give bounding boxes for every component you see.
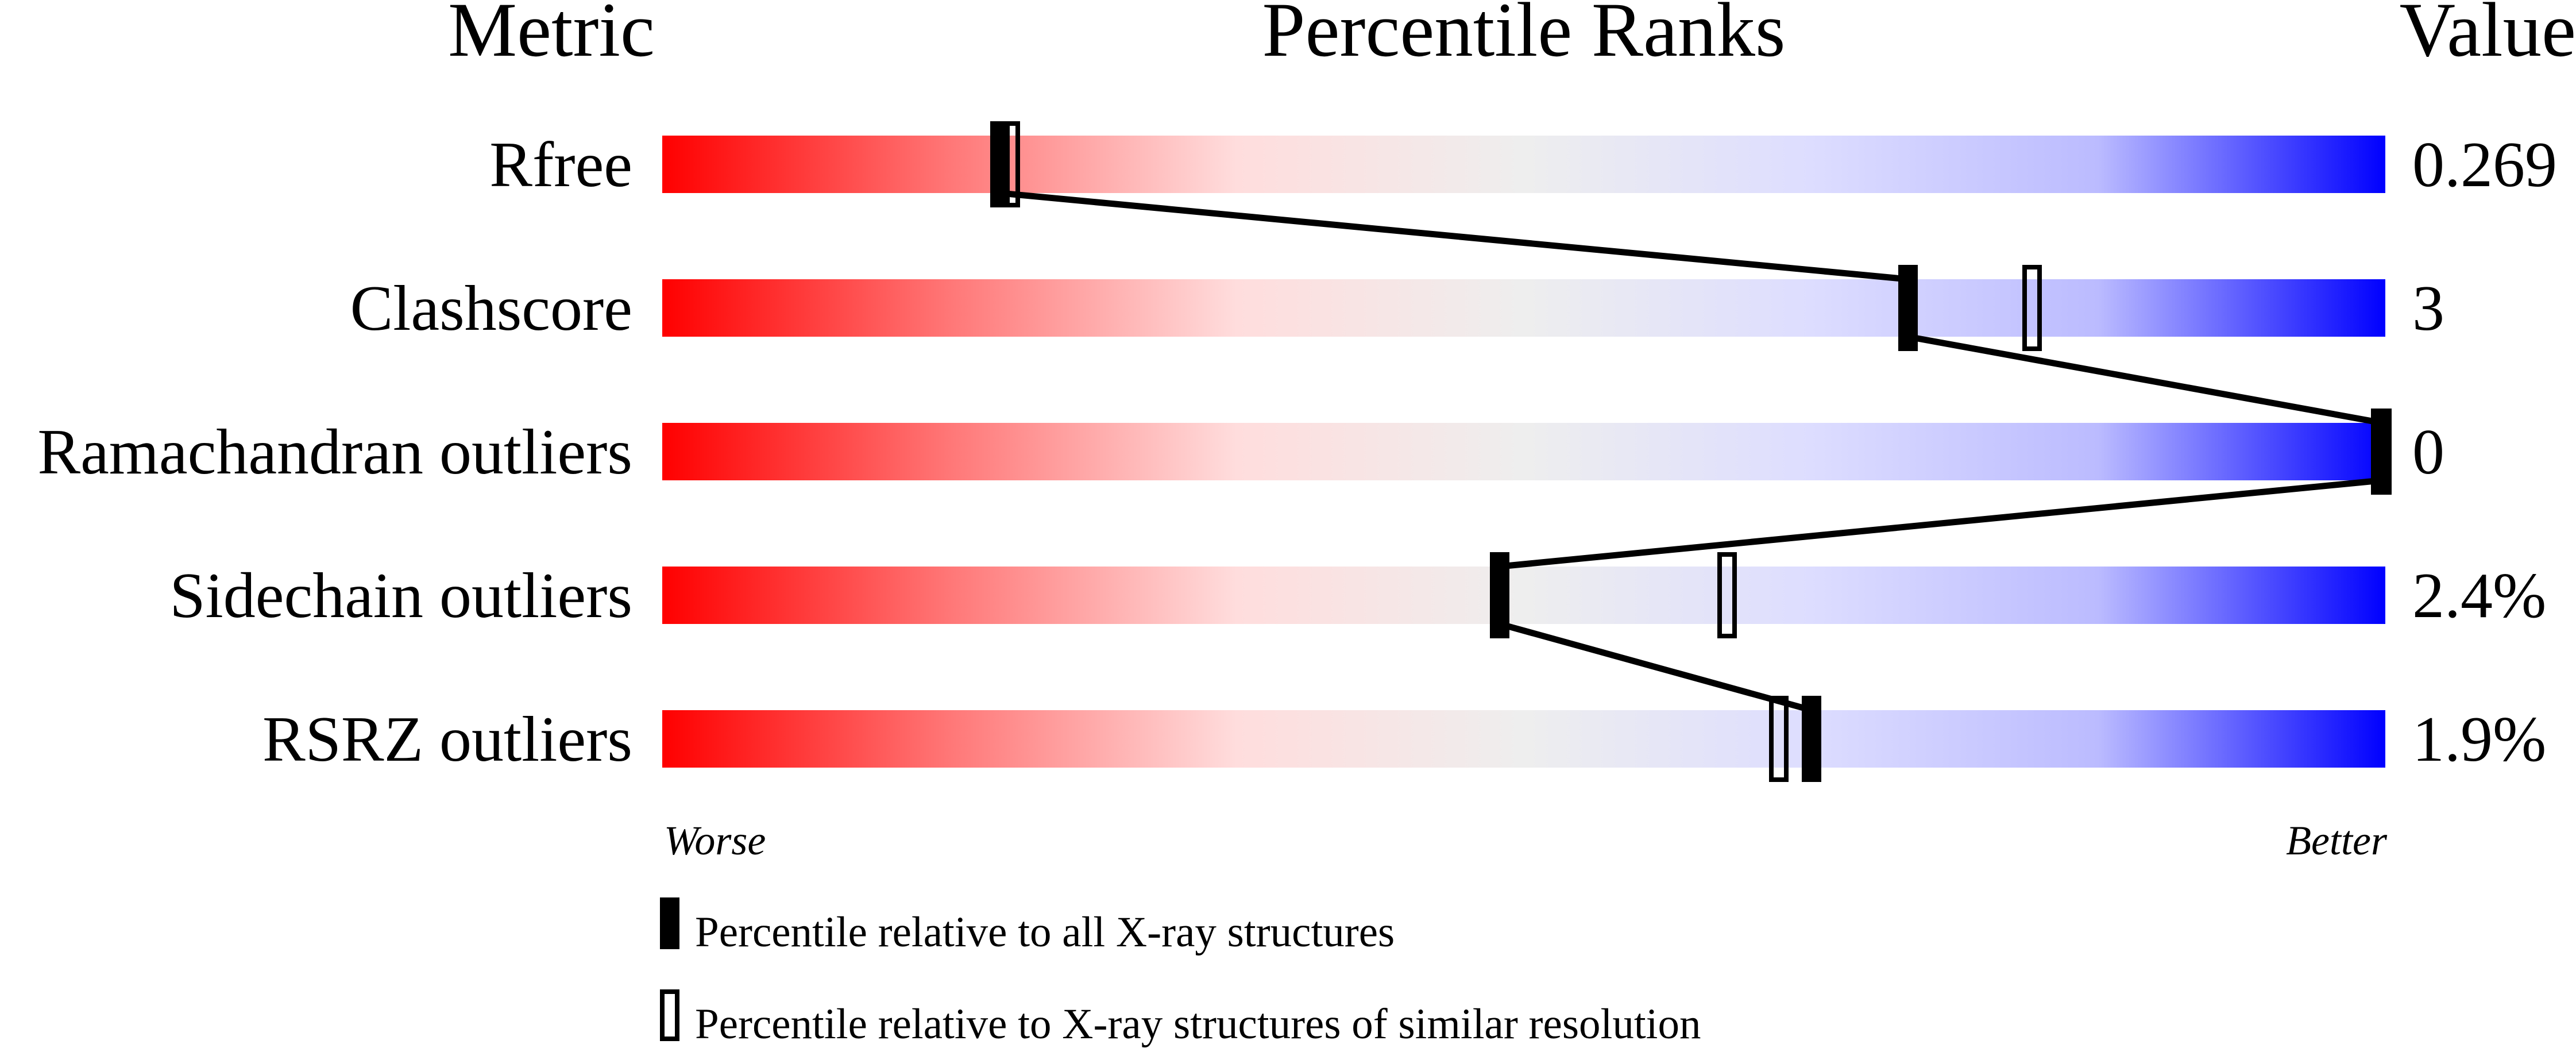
header-metric: Metric <box>448 0 655 73</box>
all-structures-marker <box>990 121 1010 207</box>
all-structures-marker <box>1802 696 1821 782</box>
metric-value: 0 <box>2412 417 2444 488</box>
legend-all-label: Percentile relative to all X-ray structu… <box>695 908 1395 956</box>
header-percentile-ranks: Percentile Ranks <box>1262 0 1786 73</box>
percentile-bar <box>662 710 2385 768</box>
connector-line <box>999 190 1909 283</box>
metric-label: Rfree <box>489 129 632 201</box>
legend-hollow-marker <box>660 989 679 1041</box>
percentile-bar <box>662 136 2385 193</box>
header-value: Value <box>2400 0 2576 73</box>
metric-value: 2.4% <box>2412 560 2546 631</box>
metric-value: 3 <box>2412 273 2444 344</box>
markers <box>990 121 2392 782</box>
percentile-bar <box>662 423 2385 480</box>
metric-row: RSRZ outliers 1.9% <box>262 704 2546 775</box>
metric-label: Clashscore <box>350 273 632 344</box>
metric-value: 0.269 <box>2412 129 2557 201</box>
metric-label: Ramachandran outliers <box>37 417 632 488</box>
percentile-bar <box>662 279 2385 337</box>
all-structures-marker <box>1898 265 1918 351</box>
connector-lines <box>999 190 2382 714</box>
metric-label: Sidechain outliers <box>169 560 632 631</box>
similar-resolution-marker <box>1717 552 1737 638</box>
metric-row: Sidechain outliers 2.4% <box>169 560 2546 631</box>
legend-filled-marker <box>660 897 679 949</box>
metric-row: Ramachandran outliers 0 <box>37 417 2444 488</box>
connector-line <box>1499 621 1813 714</box>
percentile-bar <box>662 567 2385 624</box>
scale-worse-label: Worse <box>664 818 766 864</box>
scale-better-label: Better <box>2286 818 2388 864</box>
metric-label: RSRZ outliers <box>262 704 632 775</box>
all-structures-marker <box>1490 552 1509 638</box>
connector-line <box>1907 333 2382 426</box>
connector-line <box>1499 477 2382 570</box>
all-structures-marker <box>2372 409 2392 495</box>
similar-resolution-marker <box>1769 696 1789 782</box>
similar-resolution-marker <box>2022 265 2042 351</box>
metric-row: Clashscore 3 <box>350 273 2444 344</box>
metric-row: Rfree 0.269 <box>489 129 2557 201</box>
legend-similar-label: Percentile relative to X-ray structures … <box>695 1000 1701 1048</box>
metric-value: 1.9% <box>2412 704 2546 775</box>
